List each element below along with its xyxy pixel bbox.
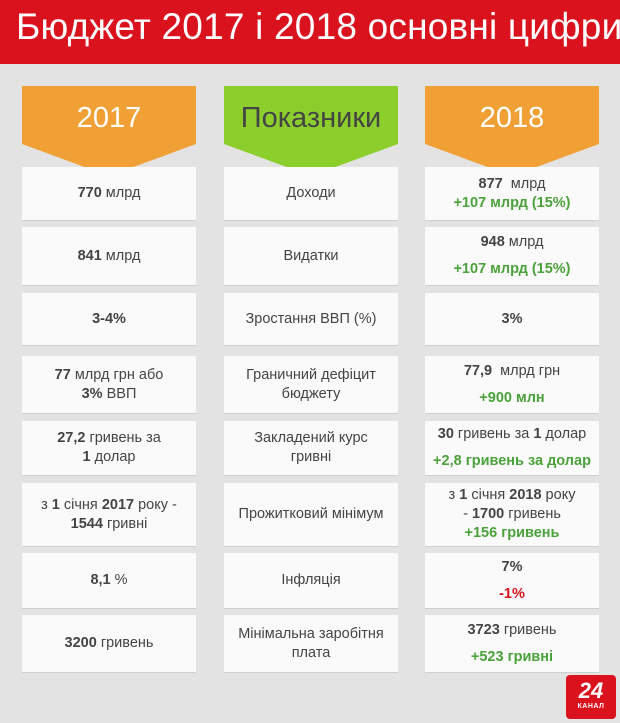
- page-title: Бюджет 2017 і 2018 основні цифри:: [16, 6, 620, 47]
- cell-2018-revenue: 877 млрд +107 млрд (15%): [425, 167, 599, 220]
- column-header-2018: 2018: [425, 86, 599, 176]
- cell-2018-expenditure: 948 млрд +107 млрд (15%): [425, 227, 599, 285]
- indicator-revenue: Доходи: [224, 167, 398, 220]
- logo-text: КАНАЛ: [577, 703, 605, 710]
- infographic-body: 2017 Показники 2018 770 млрд Доходи 877 …: [0, 64, 620, 723]
- cell-2017-inflation: 8,1 %: [22, 553, 196, 608]
- cell-2018-minimum-wage: 3723 гривень +523 гривні: [425, 615, 599, 672]
- indicator-deficit: Граничний дефіцит бюджету: [224, 356, 398, 413]
- indicator-inflation: Інфляція: [224, 553, 398, 608]
- delta-value: +107 млрд (15%): [453, 194, 571, 211]
- cell-2018-exchange-rate: 30 гривень за 1 долар +2,8 гривень за до…: [425, 421, 599, 475]
- cell-2017-expenditure: 841 млрд: [22, 227, 196, 285]
- logo-background-shape: [566, 675, 616, 719]
- cell-2017-exchange-rate: 27,2 гривень за 1 долар: [22, 421, 196, 475]
- delta-value: +2,8 гривень за долар: [433, 453, 591, 469]
- delta-value: +107 млрд (15%): [453, 261, 571, 277]
- cell-2017-deficit: 77 млрд грн або 3% ВВП: [22, 356, 196, 413]
- cell-2017-minimum-wage: 3200 гривень: [22, 615, 196, 672]
- cell-2018-gdp-growth: 3%: [425, 293, 599, 345]
- column-header-indicators: Показники: [224, 86, 398, 176]
- cell-2018-inflation: 7% -1%: [425, 553, 599, 608]
- delta-value: +900 млн: [479, 389, 545, 406]
- delta-value: +156 гривень: [464, 525, 560, 541]
- column-header-label: 2017: [76, 102, 142, 134]
- delta-value: -1%: [499, 585, 525, 602]
- header-bar: Бюджет 2017 і 2018 основні цифри:: [0, 0, 620, 64]
- cell-2017-subsistence-minimum: з 1 січня 2017 року - 1544 гривні: [22, 483, 196, 546]
- logo-number: 24: [578, 678, 604, 703]
- indicator-subsistence-minimum: Прожитковий мінімум: [224, 483, 398, 546]
- cell-2017-revenue: 770 млрд: [22, 167, 196, 220]
- indicator-minimum-wage: Мінімальна заробітня плата: [224, 615, 398, 672]
- indicator-exchange-rate: Закладений курс гривні: [224, 421, 398, 475]
- cell-2018-subsistence-minimum: з 1 січня 2018 року - 1700 гривень +156 …: [425, 483, 599, 546]
- column-header-label: Показники: [240, 102, 382, 134]
- channel-24-logo: 24 КАНАЛ: [566, 675, 616, 719]
- column-header-label: 2018: [479, 102, 545, 134]
- cell-2017-gdp-growth: 3-4%: [22, 293, 196, 345]
- orange-chevron-banner: [425, 86, 599, 176]
- cell-2018-deficit: 77,9 млрд грн +900 млн: [425, 356, 599, 413]
- indicator-expenditure: Видатки: [224, 227, 398, 285]
- delta-value: +523 гривні: [470, 648, 554, 665]
- indicator-gdp-growth: Зростання ВВП (%): [224, 293, 398, 345]
- column-header-2017: 2017: [22, 86, 196, 176]
- green-chevron-banner: [224, 86, 398, 176]
- orange-chevron-banner: [22, 86, 196, 176]
